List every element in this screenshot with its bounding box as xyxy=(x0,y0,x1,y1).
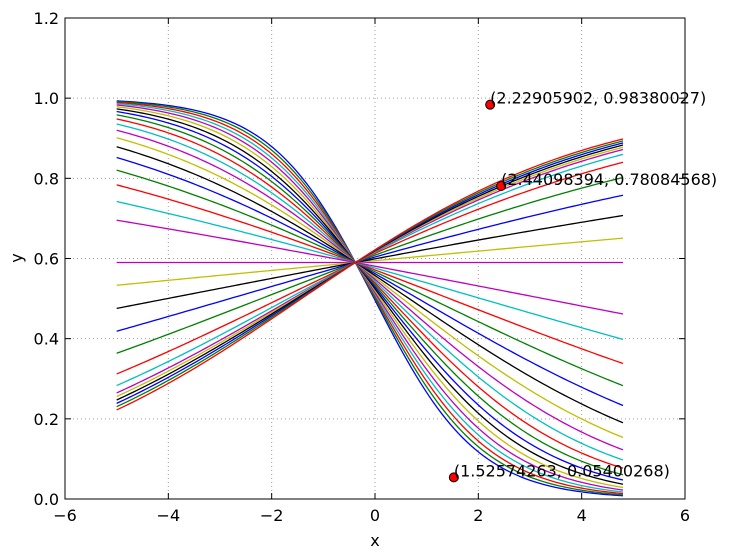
series-line-8 xyxy=(116,114,624,476)
series-line-0 xyxy=(116,100,624,497)
series-line-18 xyxy=(116,219,624,315)
series-line-31 xyxy=(116,138,624,411)
annotated-point-marker xyxy=(448,472,459,483)
point-annotation-label: (2.44098394, 0.78084568) xyxy=(501,170,717,189)
y-tick-label: 0.4 xyxy=(34,330,59,349)
y-tick-label: 1.2 xyxy=(34,9,59,28)
series-line-7 xyxy=(116,110,624,481)
x-axis-label: x xyxy=(370,531,379,550)
annotated-points: (2.22905902, 0.98380027) (2.44098394, 0.7… xyxy=(448,89,717,483)
series-line-4 xyxy=(116,104,624,491)
y-tick-label: 0.8 xyxy=(34,169,59,188)
x-tick-label: −6 xyxy=(53,506,77,525)
series-line-11 xyxy=(116,129,624,451)
series-line-15 xyxy=(116,169,624,387)
series-line-23 xyxy=(116,176,624,354)
x-tick-label: 0 xyxy=(370,506,380,525)
series-line-3 xyxy=(116,102,624,493)
y-tick-label: 0.0 xyxy=(34,490,59,509)
axis-ticks: −6 −4 −2 0 2 4 6 0.0 0.2 0.4 0.6 0.8 1.0 1.2 xyxy=(34,9,691,525)
point-annotation-label: (2.22905902, 0.98380027) xyxy=(490,89,706,108)
series-line-2 xyxy=(116,101,624,495)
series-line-16 xyxy=(116,184,624,365)
x-tick-label: −4 xyxy=(157,506,181,525)
annotated-point-marker xyxy=(496,181,507,192)
x-tick-label: 2 xyxy=(473,506,483,525)
x-tick-label: −2 xyxy=(260,506,284,525)
series-line-24 xyxy=(116,161,624,375)
series-line-9 xyxy=(116,118,624,469)
y-axis-label: y xyxy=(7,253,26,262)
y-tick-label: 0.2 xyxy=(34,410,59,429)
point-annotation-label: (1.52574263, 0.05400268) xyxy=(454,461,670,480)
y-tick-label: 1.0 xyxy=(34,89,59,108)
series-line-13 xyxy=(116,146,624,424)
series-line-20 xyxy=(116,237,624,286)
series-lines xyxy=(116,100,624,497)
series-line-1 xyxy=(116,100,624,496)
series-line-5 xyxy=(116,106,624,489)
series-line-14 xyxy=(116,156,624,407)
x-tick-label: 4 xyxy=(577,506,587,525)
series-line-10 xyxy=(116,123,624,461)
x-tick-label: 6 xyxy=(680,506,690,525)
y-tick-label: 0.6 xyxy=(34,250,59,269)
annotated-point-marker xyxy=(485,99,496,110)
series-line-22 xyxy=(116,194,624,332)
series-line-21 xyxy=(116,214,624,310)
series-line-6 xyxy=(116,108,624,485)
series-line-12 xyxy=(116,137,624,439)
series-line-17 xyxy=(116,200,624,341)
